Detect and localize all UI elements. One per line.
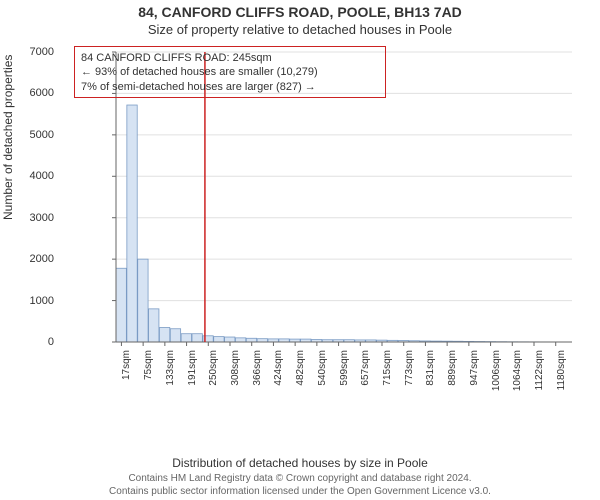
x-tick-label: 366sqm	[252, 350, 263, 410]
x-tick-label: 482sqm	[295, 350, 306, 410]
x-tick-label: 424sqm	[273, 350, 284, 410]
x-tick-label: 715sqm	[382, 350, 393, 410]
histogram-bar	[159, 328, 169, 343]
x-tick-label: 947sqm	[469, 350, 480, 410]
x-tick-label: 599sqm	[339, 350, 350, 410]
y-tick-label: 4000	[4, 170, 54, 182]
x-tick-label: 773sqm	[404, 350, 415, 410]
chart-title-desc: Size of property relative to detached ho…	[0, 22, 600, 37]
annotation-line-3: 7% of semi-detached houses are larger (8…	[81, 80, 379, 94]
histogram-bar	[192, 334, 202, 342]
x-tick-label: 1064sqm	[512, 350, 523, 410]
x-axis-label: Distribution of detached houses by size …	[0, 456, 600, 470]
x-tick-label: 889sqm	[447, 350, 458, 410]
x-tick-label: 1122sqm	[534, 350, 545, 410]
y-tick-label: 3000	[4, 212, 54, 224]
y-tick-label: 5000	[4, 129, 54, 141]
chart-title-address: 84, CANFORD CLIFFS ROAD, POOLE, BH13 7AD	[0, 4, 600, 20]
annotation-line-2: ← 93% of detached houses are smaller (10…	[81, 65, 379, 79]
x-tick-label: 657sqm	[360, 350, 371, 410]
x-tick-label: 1180sqm	[556, 350, 567, 410]
x-tick-label: 308sqm	[230, 350, 241, 410]
annotation-line-1: 84 CANFORD CLIFFS ROAD: 245sqm	[81, 51, 379, 65]
x-tick-label: 17sqm	[121, 350, 132, 410]
x-tick-label: 75sqm	[143, 350, 154, 410]
histogram-bar	[170, 329, 180, 342]
y-tick-label: 7000	[4, 46, 54, 58]
y-tick-label: 2000	[4, 253, 54, 265]
histogram-bar	[214, 337, 224, 342]
x-tick-label: 1006sqm	[491, 350, 502, 410]
histogram-bar	[116, 268, 126, 342]
x-tick-label: 540sqm	[317, 350, 328, 410]
x-tick-label: 831sqm	[425, 350, 436, 410]
histogram-bar	[181, 334, 191, 342]
x-tick-label: 133sqm	[165, 350, 176, 410]
y-tick-label: 6000	[4, 87, 54, 99]
histogram-bar	[246, 338, 256, 342]
histogram-bar	[149, 309, 159, 342]
histogram-bar	[127, 105, 137, 342]
histogram-bar	[225, 337, 235, 342]
x-tick-label: 191sqm	[187, 350, 198, 410]
y-tick-label: 0	[4, 336, 54, 348]
credit-text: Contains HM Land Registry data © Crown c…	[0, 473, 600, 498]
x-tick-label: 250sqm	[208, 350, 219, 410]
histogram-bar	[138, 259, 148, 342]
y-tick-label: 1000	[4, 295, 54, 307]
annotation-box: 84 CANFORD CLIFFS ROAD: 245sqm ← 93% of …	[74, 46, 386, 98]
histogram-bar	[235, 338, 245, 342]
figure-wrap: 84, CANFORD CLIFFS ROAD, POOLE, BH13 7AD…	[0, 0, 600, 500]
